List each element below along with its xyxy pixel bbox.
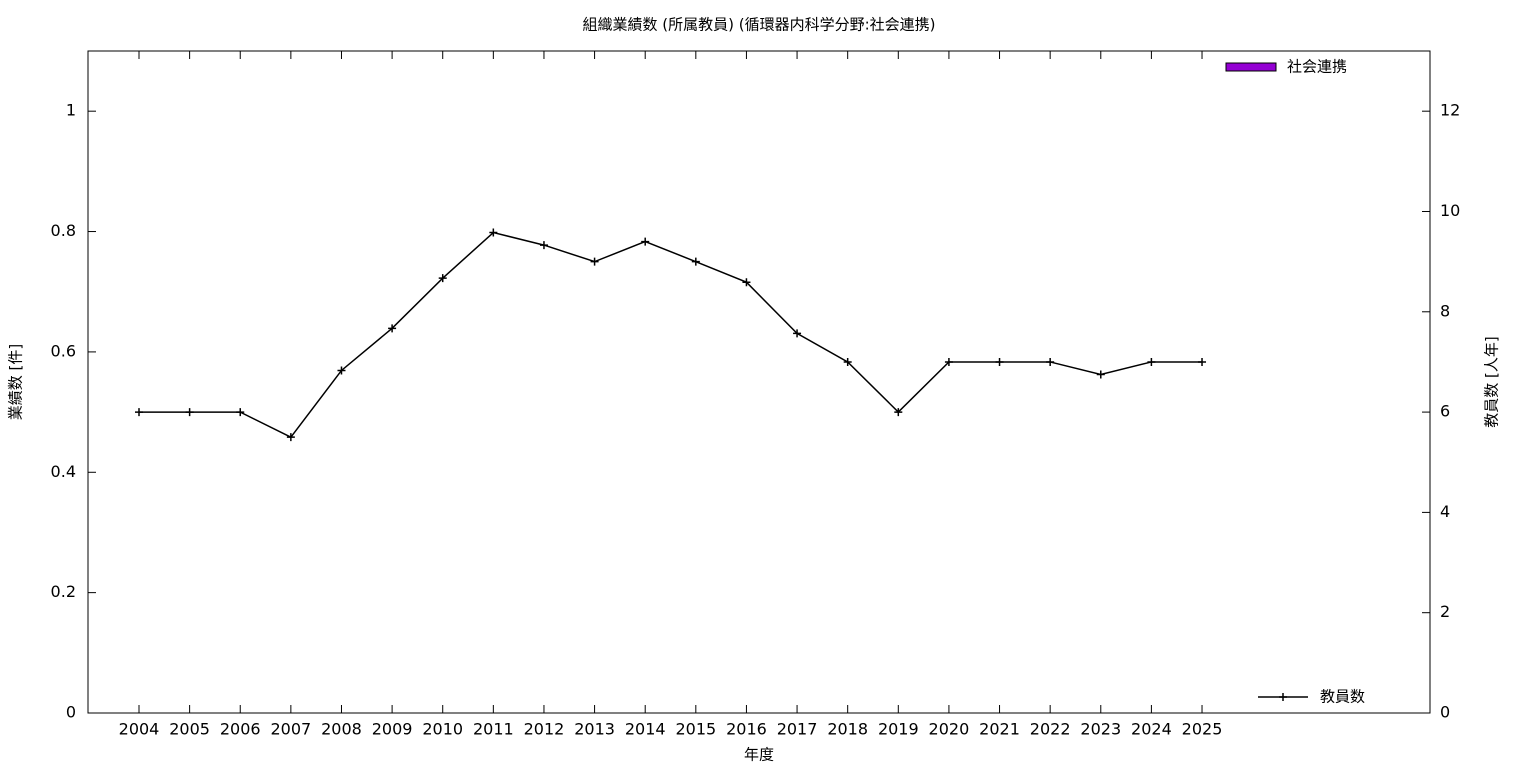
- point-marker: [1198, 357, 1207, 366]
- x-tick-label: 2020: [929, 720, 970, 739]
- point-marker: [843, 357, 852, 366]
- y2-tick-label: 12: [1440, 101, 1460, 120]
- point-marker: [590, 257, 599, 266]
- point-marker: [286, 433, 295, 442]
- y2-tick-label: 10: [1440, 201, 1460, 220]
- point-marker: [1147, 357, 1156, 366]
- x-tick-label: 2013: [574, 720, 615, 739]
- y-tick-label: 0.8: [51, 221, 76, 240]
- x-tick-label: 2006: [220, 720, 261, 739]
- point-marker: [793, 329, 802, 338]
- x-tick-label: 2009: [372, 720, 413, 739]
- point-marker: [388, 324, 397, 333]
- y-tick-label: 0.2: [51, 582, 76, 601]
- y-tick-label: 0: [66, 703, 76, 722]
- point-marker: [995, 357, 1004, 366]
- x-tick-label: 2010: [422, 720, 463, 739]
- point-marker: [135, 408, 143, 417]
- x-tick-label: 2023: [1080, 720, 1121, 739]
- x-tick-label: 2007: [271, 720, 312, 739]
- y-tick-label: 1: [66, 101, 76, 120]
- point-marker: [1096, 370, 1105, 379]
- line: [139, 231, 1203, 439]
- x-tick-label: 2024: [1131, 720, 1172, 739]
- y2-tick-label: 0: [1440, 703, 1450, 722]
- y-axis-label: 業績数 [件]: [7, 344, 25, 420]
- x-tick-label: 2005: [169, 720, 210, 739]
- x-tick-label: 2008: [321, 720, 362, 739]
- point-marker: [944, 357, 953, 366]
- y2-tick-label: 6: [1440, 402, 1450, 421]
- y2-axis-label: 教員数 [人年]: [1483, 336, 1501, 427]
- point-marker: [1046, 357, 1055, 366]
- x-tick-label: 2021: [979, 720, 1020, 739]
- x-tick-label: 2017: [777, 720, 818, 739]
- y2-tick-label: 8: [1440, 301, 1450, 320]
- point-marker: [641, 237, 650, 246]
- x-tick-label: 2016: [726, 720, 767, 739]
- point-marker: [185, 408, 194, 417]
- point-marker: [337, 366, 346, 375]
- y2-tick-label: 4: [1440, 502, 1450, 521]
- x-tick-label: 2014: [625, 720, 666, 739]
- x-tick-label: 2004: [119, 720, 160, 739]
- y-tick-label: 0.6: [51, 341, 76, 360]
- x-tick-label: 2018: [827, 720, 868, 739]
- point-marker: [438, 274, 447, 283]
- x-tick-label: 2019: [878, 720, 919, 739]
- point-marker: [691, 257, 700, 266]
- x-tick-label: 2022: [1030, 720, 1071, 739]
- point-marker: [894, 408, 903, 417]
- legend-label: 教員数: [1320, 688, 1365, 706]
- point-marker: [539, 241, 548, 250]
- y-tick-label: 0.4: [51, 462, 76, 481]
- x-tick-label: 2011: [473, 720, 514, 739]
- x-tick-label: 2015: [675, 720, 716, 739]
- x-axis-label: 年度: [744, 746, 774, 764]
- x-tick-label: 2012: [524, 720, 565, 739]
- legend-label: 社会連携: [1287, 58, 1347, 76]
- point-marker: [236, 408, 245, 417]
- point-marker: [489, 228, 498, 237]
- legend-swatch: [1225, 62, 1277, 72]
- chart-title: 組織業績数 (所属教員) (循環器内科学分野:社会連携): [582, 16, 935, 34]
- legend-swatch: [1279, 693, 1287, 701]
- point-marker: [742, 278, 751, 287]
- plot-frame: [87, 50, 1431, 714]
- y2-tick-label: 2: [1440, 602, 1450, 621]
- x-tick-label: 2025: [1182, 720, 1223, 739]
